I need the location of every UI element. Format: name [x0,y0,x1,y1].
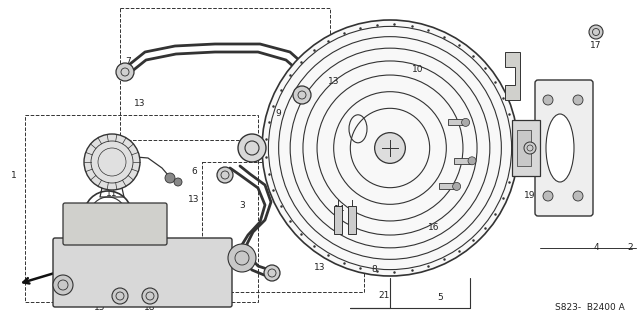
Text: 20: 20 [161,249,172,258]
Circle shape [462,118,469,126]
Text: 2: 2 [627,244,633,252]
Circle shape [165,173,175,183]
Text: 14: 14 [334,205,346,214]
Bar [448,119,466,125]
Bar [517,130,531,166]
Bar [454,158,472,164]
Circle shape [453,182,461,190]
Circle shape [264,265,280,281]
FancyBboxPatch shape [53,238,232,307]
Text: 13: 13 [328,77,340,86]
Circle shape [53,275,73,295]
Text: 19: 19 [524,191,536,201]
Circle shape [543,95,553,105]
Bar [334,206,342,234]
Text: 12: 12 [134,218,146,227]
Text: 7: 7 [125,58,131,67]
Text: 5: 5 [437,293,443,302]
Circle shape [84,134,140,190]
Ellipse shape [546,114,574,182]
Circle shape [524,142,536,154]
Bar [439,183,457,189]
Circle shape [543,191,553,201]
Circle shape [112,288,128,304]
Circle shape [217,167,233,183]
Circle shape [375,132,405,163]
Circle shape [262,20,518,276]
Bar [512,120,540,176]
Bar [120,8,330,140]
Text: 1: 1 [11,171,17,180]
Circle shape [116,63,134,81]
Bar [25,115,258,302]
Circle shape [573,191,583,201]
Text: 16: 16 [428,223,440,233]
Circle shape [142,288,158,304]
Text: 10: 10 [412,66,424,75]
Circle shape [293,86,311,104]
Circle shape [573,95,583,105]
Circle shape [228,244,256,272]
Text: 13: 13 [134,99,146,108]
Bar [202,162,364,292]
Text: FR.: FR. [62,269,82,279]
Text: 3: 3 [239,201,245,210]
Circle shape [238,134,266,162]
Bar [348,206,356,234]
Circle shape [97,204,119,226]
Text: 4: 4 [593,244,599,252]
Text: 13: 13 [314,263,326,273]
Circle shape [468,157,476,165]
Circle shape [589,25,603,39]
Text: 21: 21 [378,291,390,300]
Text: 6: 6 [191,167,197,177]
Text: 8: 8 [371,266,377,275]
Text: 9: 9 [275,109,281,118]
FancyBboxPatch shape [535,80,593,216]
Text: 18: 18 [144,303,156,313]
FancyBboxPatch shape [63,203,167,245]
Circle shape [174,178,182,186]
Polygon shape [505,52,520,100]
Text: 15: 15 [94,303,106,313]
Text: 11: 11 [106,188,118,197]
Text: 13: 13 [189,196,200,204]
Text: 17: 17 [590,42,602,51]
Text: S823-  B2400 A: S823- B2400 A [555,303,625,313]
